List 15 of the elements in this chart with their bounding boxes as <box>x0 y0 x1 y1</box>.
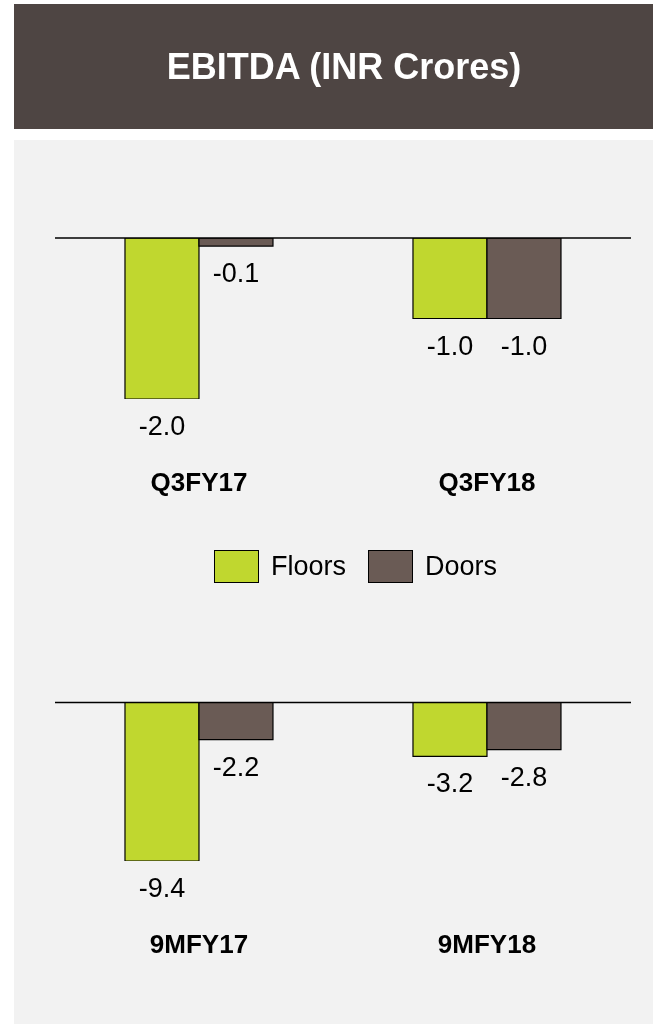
chart-title: EBITDA (INR Crores) <box>14 4 653 129</box>
data-label: -9.4 <box>138 873 186 903</box>
data-label: -1.0 <box>426 330 474 361</box>
x-tick-label: 9MFY17 <box>149 929 249 959</box>
x-tick-label: Q3FY18 <box>438 467 536 497</box>
data-label: -1.0 <box>500 330 548 361</box>
legend-label: Doors <box>424 550 498 583</box>
x-tick-label: 9MFY18 <box>437 929 537 959</box>
x-tick-label: Q3FY17 <box>150 467 248 497</box>
data-label: -2.8 <box>500 761 548 792</box>
data-label: -0.1 <box>212 258 260 289</box>
legend-label: Floors <box>270 550 346 583</box>
data-label: -3.2 <box>426 768 474 799</box>
data-label: -2.0 <box>138 411 186 441</box>
data-label: -2.2 <box>212 751 260 782</box>
